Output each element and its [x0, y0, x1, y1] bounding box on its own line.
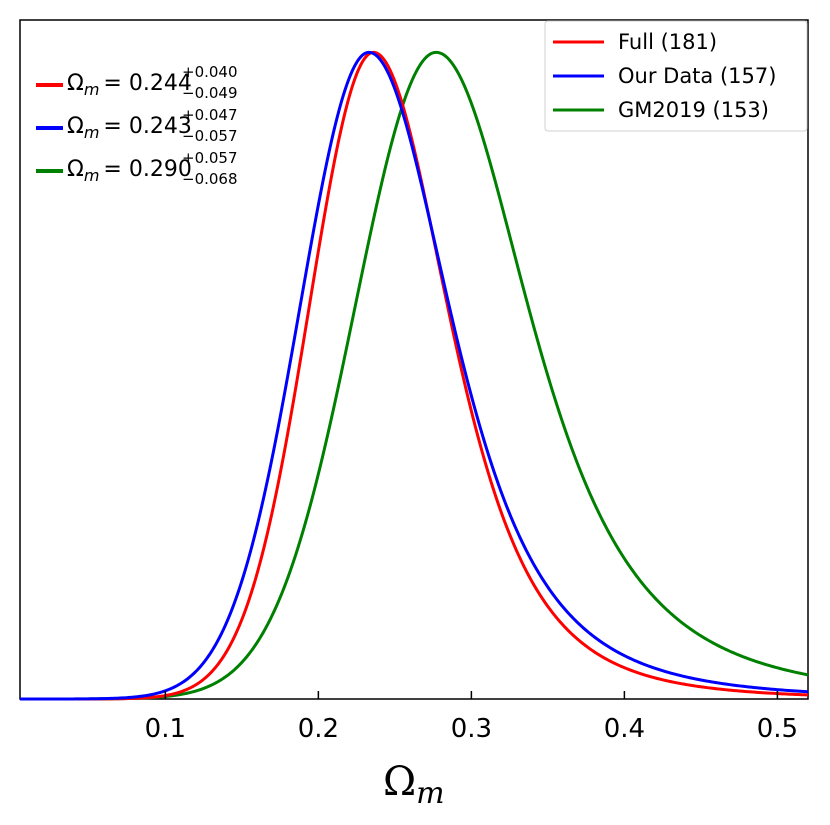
x-tick-label-2: 0.2	[298, 714, 339, 744]
legend-label-1: Full (181)	[618, 30, 717, 54]
x-tick-label-5: 0.5	[757, 714, 798, 744]
legend-box	[544, 20, 808, 132]
annotation-plus-1: +0.040	[182, 63, 238, 81]
annotation-minus-2: −0.057	[182, 127, 238, 145]
annotation-text-3: Ωm = 0.290	[67, 157, 192, 185]
annotation-minus-3: −0.068	[182, 170, 238, 188]
x-axis-label: Ωm	[383, 759, 445, 811]
x-axis-ticks: 0.1 0.2 0.3 0.4 0.5	[145, 691, 798, 744]
x-tick-label-3: 0.3	[451, 714, 492, 744]
legend-label-3: GM2019 (153)	[618, 98, 769, 122]
annotation-minus-1: −0.049	[182, 84, 238, 102]
series-curves	[20, 50, 809, 701]
annotation-text-1: Ωm = 0.244	[67, 71, 192, 99]
annotation-text-2: Ωm = 0.243	[67, 114, 192, 142]
x-tick-label-1: 0.1	[145, 714, 186, 744]
annotation-plus-2: +0.047	[182, 106, 238, 124]
legend-label-2: Our Data (157)	[618, 64, 776, 88]
series-line-2	[20, 50, 809, 701]
x-axis-label-sub: m	[416, 776, 444, 811]
parameter-annotations: Ωm = 0.244+0.040 −0.049 Ωm = 0.243+0.047 −0.0…	[36, 63, 238, 188]
annotation-plus-3: +0.057	[182, 149, 238, 167]
legend: Full (181) Our Data (157) GM2019 (153)	[544, 20, 808, 132]
x-tick-label-4: 0.4	[604, 714, 645, 744]
plot-frame	[19, 19, 809, 700]
